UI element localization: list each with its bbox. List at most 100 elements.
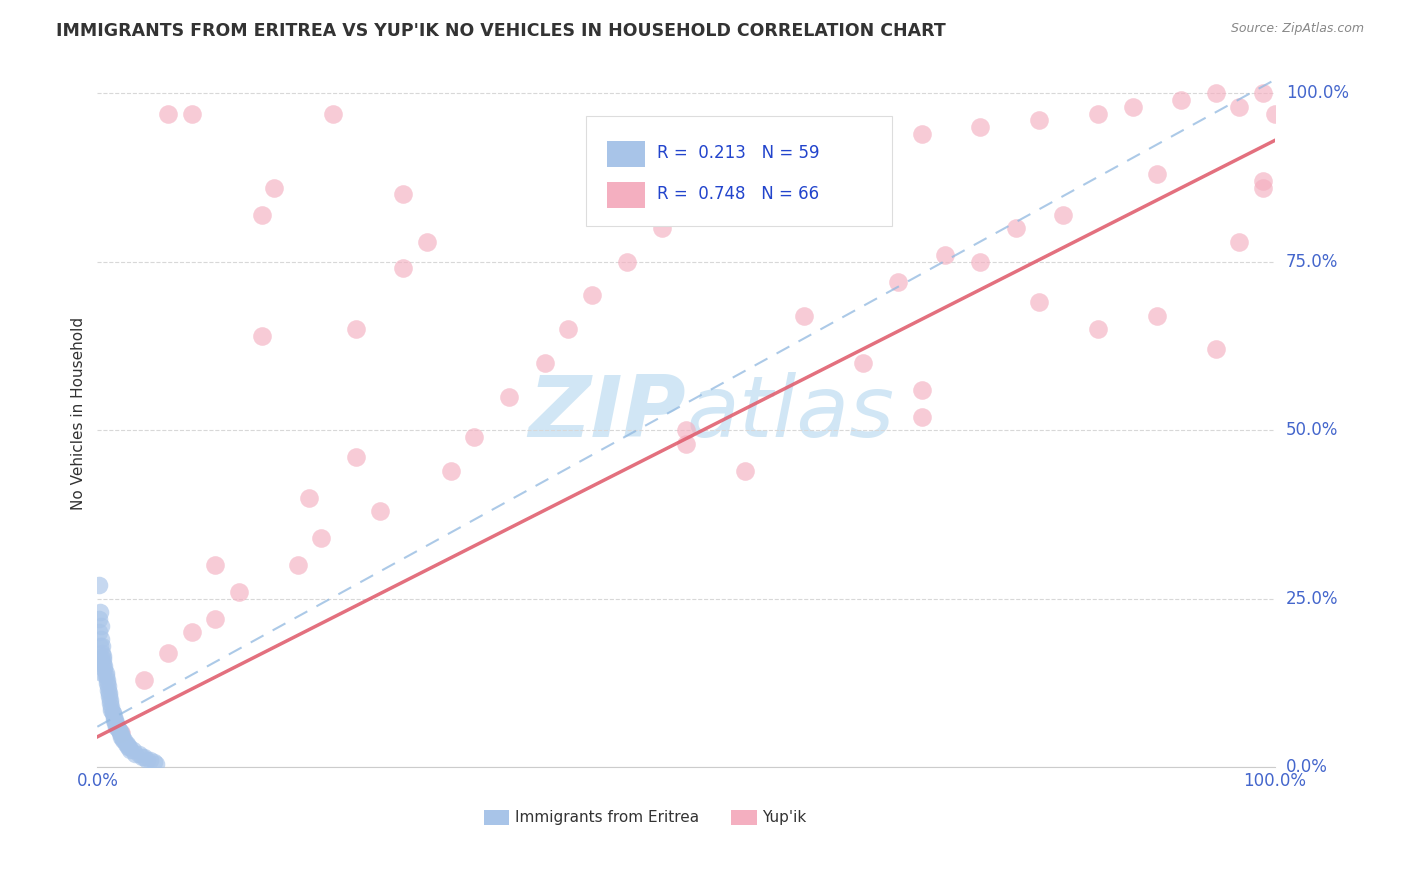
FancyBboxPatch shape bbox=[607, 141, 645, 167]
Point bbox=[228, 585, 250, 599]
Point bbox=[1146, 309, 1168, 323]
Text: atlas: atlas bbox=[686, 372, 894, 455]
Point bbox=[135, 753, 157, 767]
Text: Yup'ik: Yup'ik bbox=[762, 810, 807, 825]
Point bbox=[392, 261, 415, 276]
Point bbox=[204, 558, 226, 572]
Point bbox=[91, 656, 114, 670]
Point bbox=[111, 730, 134, 744]
Point bbox=[793, 309, 815, 323]
Point bbox=[1170, 93, 1192, 107]
Point bbox=[815, 140, 838, 154]
FancyBboxPatch shape bbox=[484, 810, 509, 825]
Point bbox=[1028, 113, 1050, 128]
Point bbox=[180, 106, 202, 120]
Point bbox=[699, 187, 721, 202]
Point bbox=[1004, 221, 1026, 235]
Point bbox=[115, 737, 138, 751]
Point bbox=[910, 409, 932, 424]
Point bbox=[734, 167, 756, 181]
Point bbox=[934, 248, 956, 262]
Point bbox=[121, 743, 143, 757]
Point bbox=[100, 699, 122, 714]
Text: R =  0.213   N = 59: R = 0.213 N = 59 bbox=[657, 144, 820, 162]
Point bbox=[1087, 106, 1109, 120]
Text: Immigrants from Eritrea: Immigrants from Eritrea bbox=[516, 810, 699, 825]
Point bbox=[96, 676, 118, 690]
Point bbox=[852, 356, 875, 370]
Text: 25.0%: 25.0% bbox=[1286, 590, 1339, 607]
Point bbox=[557, 322, 579, 336]
FancyBboxPatch shape bbox=[586, 116, 891, 226]
Point bbox=[124, 747, 146, 761]
Point bbox=[112, 733, 135, 747]
Point bbox=[87, 612, 110, 626]
Text: 100.0%: 100.0% bbox=[1286, 84, 1348, 103]
Point bbox=[852, 133, 875, 147]
Point bbox=[498, 390, 520, 404]
Point bbox=[416, 235, 439, 249]
Text: 0.0%: 0.0% bbox=[1286, 758, 1327, 776]
Point bbox=[134, 673, 156, 687]
Point bbox=[1205, 343, 1227, 357]
Point bbox=[98, 692, 121, 706]
Point bbox=[463, 430, 485, 444]
Point bbox=[769, 153, 792, 168]
Point bbox=[91, 665, 114, 680]
Point bbox=[263, 180, 285, 194]
Point bbox=[1227, 100, 1250, 114]
Y-axis label: No Vehicles in Household: No Vehicles in Household bbox=[72, 317, 86, 510]
Point bbox=[134, 750, 156, 764]
Point bbox=[439, 464, 461, 478]
Point bbox=[128, 747, 150, 761]
Point bbox=[101, 706, 124, 721]
Point bbox=[100, 703, 122, 717]
Point bbox=[105, 720, 128, 734]
Point bbox=[1087, 322, 1109, 336]
Point bbox=[101, 706, 124, 721]
Point bbox=[145, 756, 167, 771]
Point bbox=[250, 208, 273, 222]
Point bbox=[616, 254, 638, 268]
Point bbox=[204, 612, 226, 626]
Text: 75.0%: 75.0% bbox=[1286, 252, 1339, 271]
Point bbox=[180, 625, 202, 640]
Point bbox=[104, 716, 127, 731]
Point bbox=[344, 450, 367, 465]
Point bbox=[1227, 235, 1250, 249]
Point bbox=[392, 187, 415, 202]
Point bbox=[110, 726, 132, 740]
Point bbox=[89, 605, 111, 619]
Point bbox=[1251, 180, 1274, 194]
Point bbox=[103, 709, 125, 723]
Point bbox=[1251, 174, 1274, 188]
Point bbox=[91, 639, 114, 653]
Point bbox=[675, 423, 697, 437]
Point bbox=[110, 730, 132, 744]
Point bbox=[675, 436, 697, 450]
Point bbox=[287, 558, 309, 572]
Point bbox=[112, 733, 135, 747]
Point bbox=[1146, 167, 1168, 181]
Point bbox=[107, 723, 129, 737]
Point bbox=[120, 743, 142, 757]
Point bbox=[107, 723, 129, 737]
Point bbox=[1052, 208, 1074, 222]
Point bbox=[103, 713, 125, 727]
Point bbox=[98, 696, 121, 710]
Point bbox=[93, 663, 115, 677]
Point bbox=[298, 491, 321, 505]
Point bbox=[97, 679, 120, 693]
Point bbox=[1122, 100, 1144, 114]
Point bbox=[910, 383, 932, 397]
Point bbox=[98, 690, 121, 704]
Point bbox=[91, 648, 114, 663]
Point bbox=[887, 275, 910, 289]
Point bbox=[110, 726, 132, 740]
Point bbox=[969, 254, 991, 268]
Point bbox=[1028, 295, 1050, 310]
Text: Source: ZipAtlas.com: Source: ZipAtlas.com bbox=[1230, 22, 1364, 36]
Point bbox=[156, 646, 179, 660]
Point bbox=[105, 720, 128, 734]
Point bbox=[131, 750, 153, 764]
